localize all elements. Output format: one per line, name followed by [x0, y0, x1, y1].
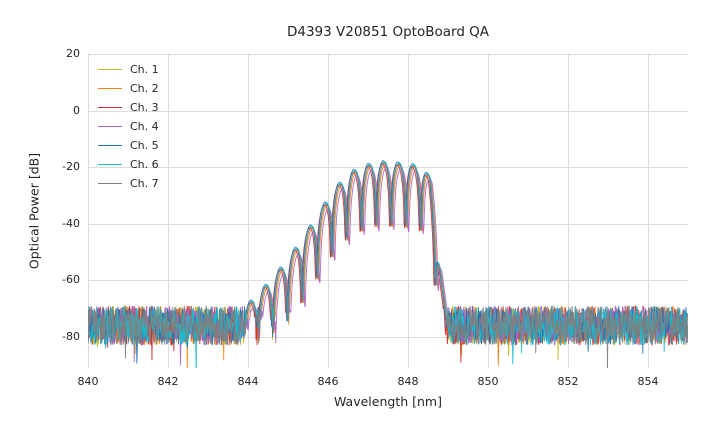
legend-item: Ch. 3 — [98, 98, 159, 117]
legend-line-swatch — [98, 107, 122, 108]
y-tick-label: -80 — [62, 329, 80, 343]
legend-line-swatch — [98, 164, 122, 165]
y-tick-label: -40 — [62, 216, 80, 230]
legend-line-swatch — [98, 183, 122, 184]
x-tick-label: 852 — [557, 375, 579, 388]
legend-item-label: Ch. 7 — [130, 177, 159, 190]
y-tick-label: -20 — [62, 160, 80, 174]
plot-canvas — [88, 54, 688, 368]
legend-line-swatch — [98, 88, 122, 89]
x-axis-label: Wavelength [nm] — [334, 394, 442, 409]
legend-item-label: Ch. 3 — [130, 101, 159, 114]
legend-item-label: Ch. 1 — [130, 63, 159, 76]
legend-item-label: Ch. 5 — [130, 139, 159, 152]
legend-line-swatch — [98, 69, 122, 70]
y-axis-label: Optical Power [dB] — [26, 152, 42, 270]
legend-item: Ch. 7 — [98, 174, 159, 193]
legend-item: Ch. 4 — [98, 117, 159, 136]
legend-item: Ch. 5 — [98, 136, 159, 155]
y-tick-label: -60 — [62, 273, 80, 287]
x-tick-label: 844 — [237, 375, 259, 388]
x-tick-label: 854 — [637, 375, 659, 388]
x-tick-label: 848 — [397, 375, 419, 388]
legend-item: Ch. 1 — [98, 60, 159, 79]
legend-item-label: Ch. 6 — [130, 158, 159, 171]
legend-item: Ch. 2 — [98, 79, 159, 98]
legend-item: Ch. 6 — [98, 155, 159, 174]
x-tick-label: 840 — [77, 375, 99, 388]
x-tick-label: 846 — [317, 375, 339, 388]
legend-item-label: Ch. 4 — [130, 120, 159, 133]
chart-title: D4393 V20851 OptoBoard QA — [286, 24, 490, 40]
legend-item-label: Ch. 2 — [130, 82, 159, 95]
y-tick-label: 0 — [73, 103, 80, 117]
x-tick-label: 842 — [157, 375, 179, 388]
x-tick-label: 850 — [477, 375, 499, 388]
y-tick-label: 20 — [66, 47, 80, 60]
legend: Ch. 1 Ch. 2 Ch. 3 Ch. 4 Ch. 5 Ch. 6 Ch. 7 — [98, 60, 159, 193]
legend-line-swatch — [98, 145, 122, 146]
legend-line-swatch — [98, 126, 122, 127]
